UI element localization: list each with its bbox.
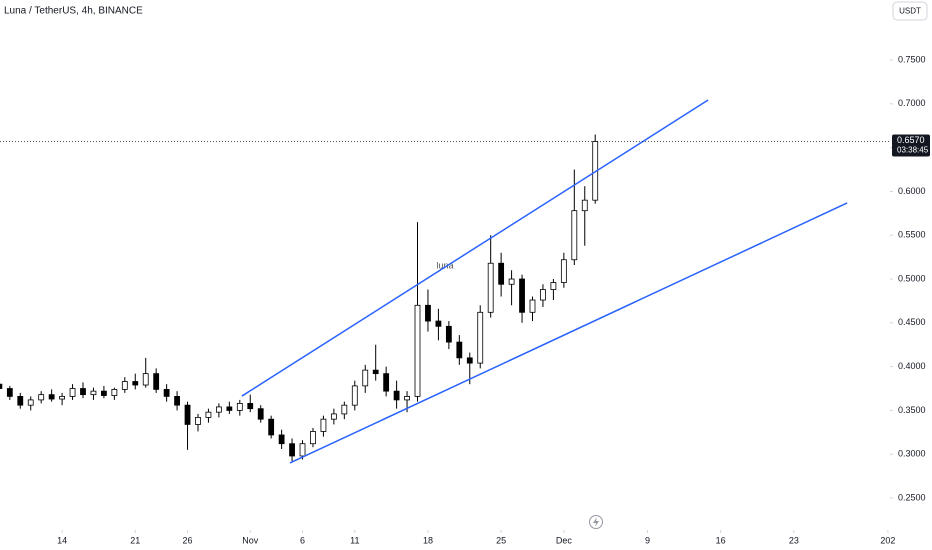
y-tick-label: 0.4000	[898, 361, 926, 371]
x-tick-label: 25	[496, 535, 506, 545]
candle-body	[48, 394, 55, 400]
candle-body	[111, 388, 118, 396]
currency-label: USDT	[899, 7, 921, 16]
y-tick-label: 0.4500	[898, 317, 926, 327]
candle-body	[38, 394, 45, 401]
x-tick-label: Dec	[556, 535, 573, 545]
x-tick-label: 202	[880, 535, 895, 545]
annotation: luna	[436, 260, 453, 270]
candle-body	[383, 373, 390, 392]
y-tick-label: 0.7500	[898, 54, 926, 64]
x-tick-label: 18	[423, 535, 433, 545]
candle-body	[414, 304, 421, 397]
candle-body	[90, 390, 97, 396]
candle-body	[571, 210, 578, 261]
candle-body	[529, 299, 536, 313]
candle-body	[477, 311, 484, 364]
candle-body	[560, 259, 567, 283]
candle-body	[195, 417, 201, 425]
y-tick-label: 0.3000	[898, 449, 926, 459]
candle-body	[6, 388, 13, 397]
candle-body	[330, 413, 337, 420]
candle-body	[393, 390, 400, 401]
candle-body	[540, 289, 546, 301]
candle-body	[289, 443, 295, 457]
candle-body	[278, 434, 285, 445]
candle-body	[101, 390, 107, 396]
chart-title: Luna / TetherUS, 4h, BINANCE	[4, 6, 143, 17]
candle-body	[435, 320, 442, 327]
x-tick-label: 14	[57, 535, 67, 545]
y-tick-label: 0.2500	[898, 492, 926, 502]
candle-body	[372, 369, 379, 375]
trend-line	[241, 99, 709, 397]
candle-body	[508, 278, 515, 285]
candle-body	[184, 404, 191, 425]
candle-body	[550, 282, 557, 290]
candle-body	[153, 373, 160, 390]
candle-body	[404, 396, 410, 401]
candle-body	[445, 325, 452, 343]
candle-body	[215, 406, 222, 413]
y-tick-label: 0.5000	[898, 273, 926, 283]
candle-body	[69, 388, 76, 397]
x-tick-label: Nov	[242, 535, 259, 545]
candle-body	[299, 443, 306, 457]
candle-body	[132, 381, 139, 386]
x-tick-label: 23	[789, 535, 799, 545]
candle-body	[456, 341, 463, 359]
candle-body	[519, 278, 525, 313]
candle-body	[362, 369, 369, 387]
x-tick-label: 26	[183, 535, 193, 545]
y-tick-label: 0.7000	[898, 98, 926, 108]
candle-body	[320, 418, 327, 432]
x-tick-label: 6	[300, 535, 305, 545]
candle-body	[351, 385, 358, 406]
candle-body	[142, 373, 149, 386]
candle-body	[425, 304, 431, 322]
candle-body	[121, 381, 128, 390]
candle-body	[80, 388, 86, 396]
replay-icon[interactable]	[589, 515, 603, 529]
candle-body	[466, 357, 473, 364]
candle-body	[310, 431, 316, 445]
trend-line	[289, 202, 848, 464]
x-tick-label: 9	[645, 535, 650, 545]
x-tick-label: 11	[350, 535, 359, 545]
candle-body	[257, 408, 264, 420]
x-tick-label: 21	[130, 535, 140, 545]
countdown: 03:38:45	[897, 146, 929, 155]
candle-body	[163, 388, 170, 397]
candle-body	[27, 399, 34, 406]
last-price-box	[892, 134, 930, 157]
y-tick-label: 0.6000	[898, 186, 926, 196]
candle-body	[236, 403, 243, 411]
candle-body	[581, 199, 588, 212]
candle-body	[268, 418, 275, 436]
icon-circle	[589, 515, 603, 529]
candle-body	[0, 383, 3, 389]
candle-body	[205, 411, 212, 418]
candle-body	[174, 396, 180, 406]
x-tick-label: 16	[716, 535, 726, 545]
y-tick-label: 0.3500	[898, 405, 926, 415]
candle-body	[498, 262, 505, 285]
candle-body	[487, 262, 494, 313]
icon-bolt	[593, 517, 599, 527]
y-tick-label: 0.5500	[898, 230, 926, 240]
candle-body	[17, 396, 24, 406]
last-price-label: 0.6570	[897, 135, 925, 145]
candle-body	[59, 396, 65, 400]
candle-body	[226, 406, 233, 411]
currency-button[interactable]	[892, 1, 928, 21]
candle-body	[341, 404, 348, 415]
candle-body	[247, 403, 254, 410]
